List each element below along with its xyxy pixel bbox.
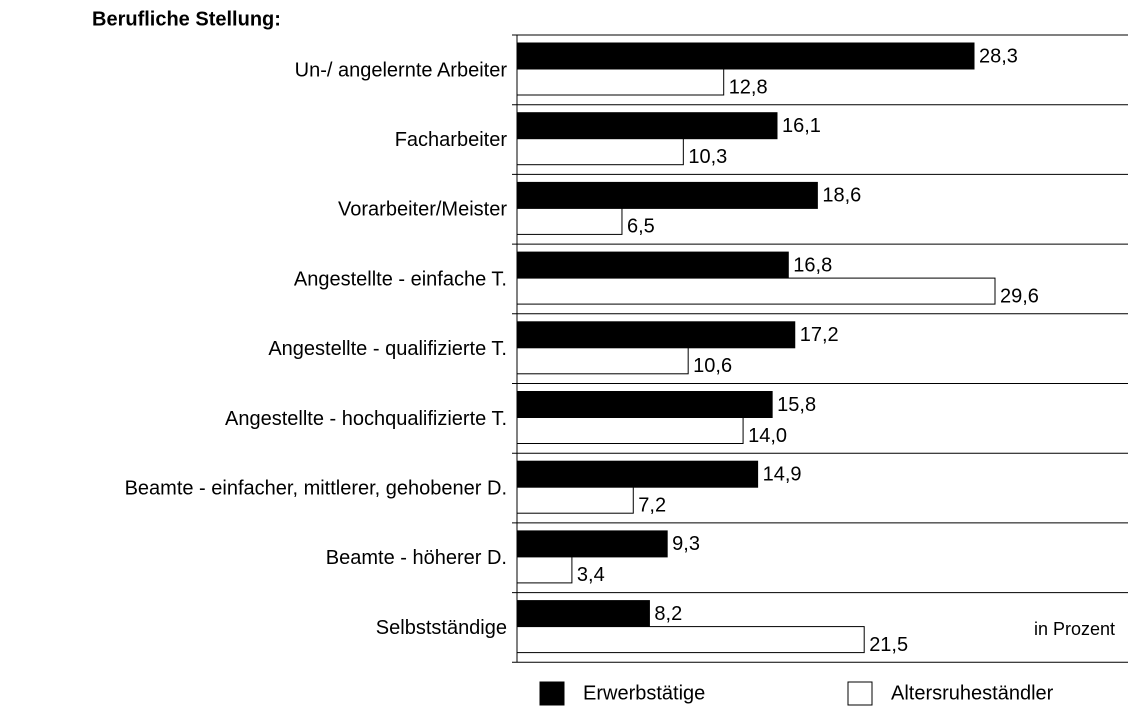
bar [516,251,789,279]
value-label: 10,3 [688,146,727,168]
value-label: 21,5 [869,634,908,656]
value-label: 14,9 [763,463,802,485]
annotation: in Prozent [1034,619,1115,639]
bar [516,207,623,235]
bar [516,42,975,70]
legend-label: Altersruheständler [891,682,1054,704]
bar [516,460,759,488]
category-label: Angestellte - qualifizierte T. [268,338,507,360]
bar [516,556,573,584]
value-label: 9,3 [672,533,700,555]
category-label: Angestellte - hochqualifizierte T. [225,408,507,430]
bar [516,530,668,558]
value-label: 8,2 [654,603,682,625]
value-label: 16,8 [793,254,832,276]
value-label: 15,8 [777,394,816,416]
value-label: 28,3 [979,45,1018,67]
value-label: 14,0 [748,425,787,447]
value-label: 3,4 [577,564,605,586]
bar [516,181,818,209]
bar [516,626,865,654]
category-label: Beamte - höherer D. [326,547,507,569]
value-label: 18,6 [822,185,861,207]
bar [516,486,634,514]
value-label: 7,2 [638,494,666,516]
bar [516,277,996,305]
category-label: Selbstständige [376,617,507,639]
category-label: Beamte - einfacher, mittlerer, gehobener… [125,477,507,499]
bar [516,321,796,349]
bar [516,112,778,140]
value-label: 10,6 [693,355,732,377]
value-label: 12,8 [729,76,768,98]
value-label: 16,1 [782,115,821,137]
bar [516,68,725,96]
value-label: 17,2 [800,324,839,346]
bar [516,347,689,375]
category-label: Facharbeiter [395,129,508,151]
category-label: Vorarbeiter/Meister [338,199,507,221]
chart-title: Berufliche Stellung: [92,8,281,30]
legend-label: Erwerbstätige [583,682,705,704]
bar [516,391,773,418]
category-label: Un-/ angelernte Arbeiter [295,59,508,81]
value-label: 29,6 [1000,285,1039,307]
legend-swatch [539,681,565,706]
bar [516,417,744,444]
legend-swatch [847,681,873,706]
value-label: 6,5 [627,216,655,238]
category-label: Angestellte - einfache T. [294,268,507,290]
bar [516,138,684,166]
bar [516,600,650,628]
